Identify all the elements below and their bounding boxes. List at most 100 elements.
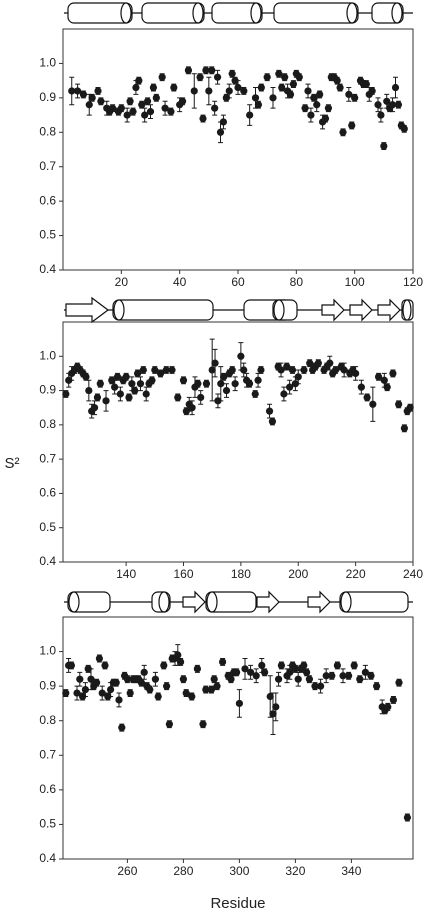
data-point [85, 386, 93, 395]
data-point [374, 373, 383, 381]
data-point [151, 675, 159, 683]
data-point [211, 104, 219, 112]
data-point [331, 366, 340, 374]
data-point [400, 125, 408, 133]
data-point [168, 366, 176, 374]
x-tick-label: 140 [116, 567, 136, 581]
data-point [283, 362, 291, 371]
data-point [322, 672, 330, 680]
data-point [391, 83, 400, 92]
y-tick-label: 0.6 [39, 193, 56, 207]
data-point [252, 672, 260, 680]
data-point [311, 682, 319, 690]
data-point [352, 369, 360, 378]
data-point [383, 97, 391, 105]
data-point [131, 386, 139, 395]
secondary-structure-1 [64, 2, 413, 24]
data-point [126, 689, 134, 697]
data-point [108, 104, 117, 112]
data-point [101, 661, 109, 670]
data-point [104, 692, 112, 701]
data-point [328, 672, 336, 680]
data-point [231, 77, 239, 85]
y-tick-label: 1.0 [39, 644, 56, 658]
data-point [286, 668, 294, 676]
plot-area [62, 28, 414, 271]
data-point [177, 658, 185, 666]
data-point [377, 111, 385, 119]
data-point [182, 689, 190, 697]
x-tick-label: 260 [117, 864, 137, 878]
data-point [307, 111, 315, 119]
data-point [165, 720, 173, 728]
data-point [219, 658, 227, 666]
panel: 0.4 0.5 0.6 0.7 0.8 0.9 1.0 260 280 300 320 340 [39, 616, 414, 878]
data-point [202, 686, 210, 694]
data-point [188, 692, 196, 701]
data-point [220, 373, 228, 381]
data-point [303, 668, 311, 676]
data-point [65, 376, 73, 384]
data-point [182, 407, 190, 415]
data-point [184, 66, 193, 74]
data-point [107, 686, 115, 694]
data-point [213, 682, 221, 690]
data-point [305, 675, 313, 683]
data-point [368, 87, 376, 95]
data-point [115, 696, 123, 704]
data-point [199, 720, 207, 728]
data-point [128, 380, 136, 388]
data-point [231, 380, 239, 388]
data-point [132, 83, 140, 92]
y-tick-label: 0.8 [39, 417, 56, 431]
data-point [362, 80, 370, 88]
data-point [295, 73, 303, 81]
x-tick-label: 220 [346, 567, 366, 581]
data-point [291, 380, 299, 388]
data-point [136, 380, 145, 388]
data-point [208, 366, 216, 374]
data-point [79, 90, 88, 99]
data-point [174, 393, 182, 402]
y-tick-label: 0.6 [39, 486, 56, 500]
y-tick-label: 0.5 [39, 817, 56, 831]
y-tick-label: 0.4 [39, 554, 56, 568]
data-point [87, 675, 95, 683]
data-point [146, 108, 155, 116]
data-point [314, 359, 322, 367]
data-point [345, 90, 353, 99]
data-point [76, 675, 84, 683]
x-tick-label: 180 [231, 567, 251, 581]
data-point [146, 686, 154, 694]
y-axis-label: S² [5, 455, 20, 472]
data-point [68, 87, 76, 95]
data-point [257, 83, 265, 92]
data-point [94, 87, 102, 95]
data-point [156, 369, 165, 378]
data-point [245, 380, 254, 388]
data-point [210, 675, 218, 683]
y-tick-label: 0.9 [39, 678, 56, 692]
data-point [400, 424, 408, 432]
data-point [123, 111, 131, 119]
data-point [196, 73, 204, 81]
data-point [88, 94, 96, 102]
data-point [98, 689, 106, 697]
data-point [96, 380, 104, 388]
data-point [93, 679, 101, 687]
data-point [403, 813, 411, 822]
x-tick-label: 280 [173, 864, 193, 878]
x-tick-label: 80 [290, 275, 304, 289]
secondary-structure-2 [64, 296, 414, 324]
data-point [257, 366, 265, 374]
data-point [228, 70, 236, 78]
data-point [345, 672, 353, 680]
y-tick-label: 1.0 [39, 56, 56, 70]
y-tick-label: 0.9 [39, 383, 56, 397]
data-point [162, 366, 170, 374]
data-point [339, 128, 347, 136]
data-point [406, 404, 414, 412]
data-point [300, 661, 308, 670]
data-point [350, 661, 358, 670]
